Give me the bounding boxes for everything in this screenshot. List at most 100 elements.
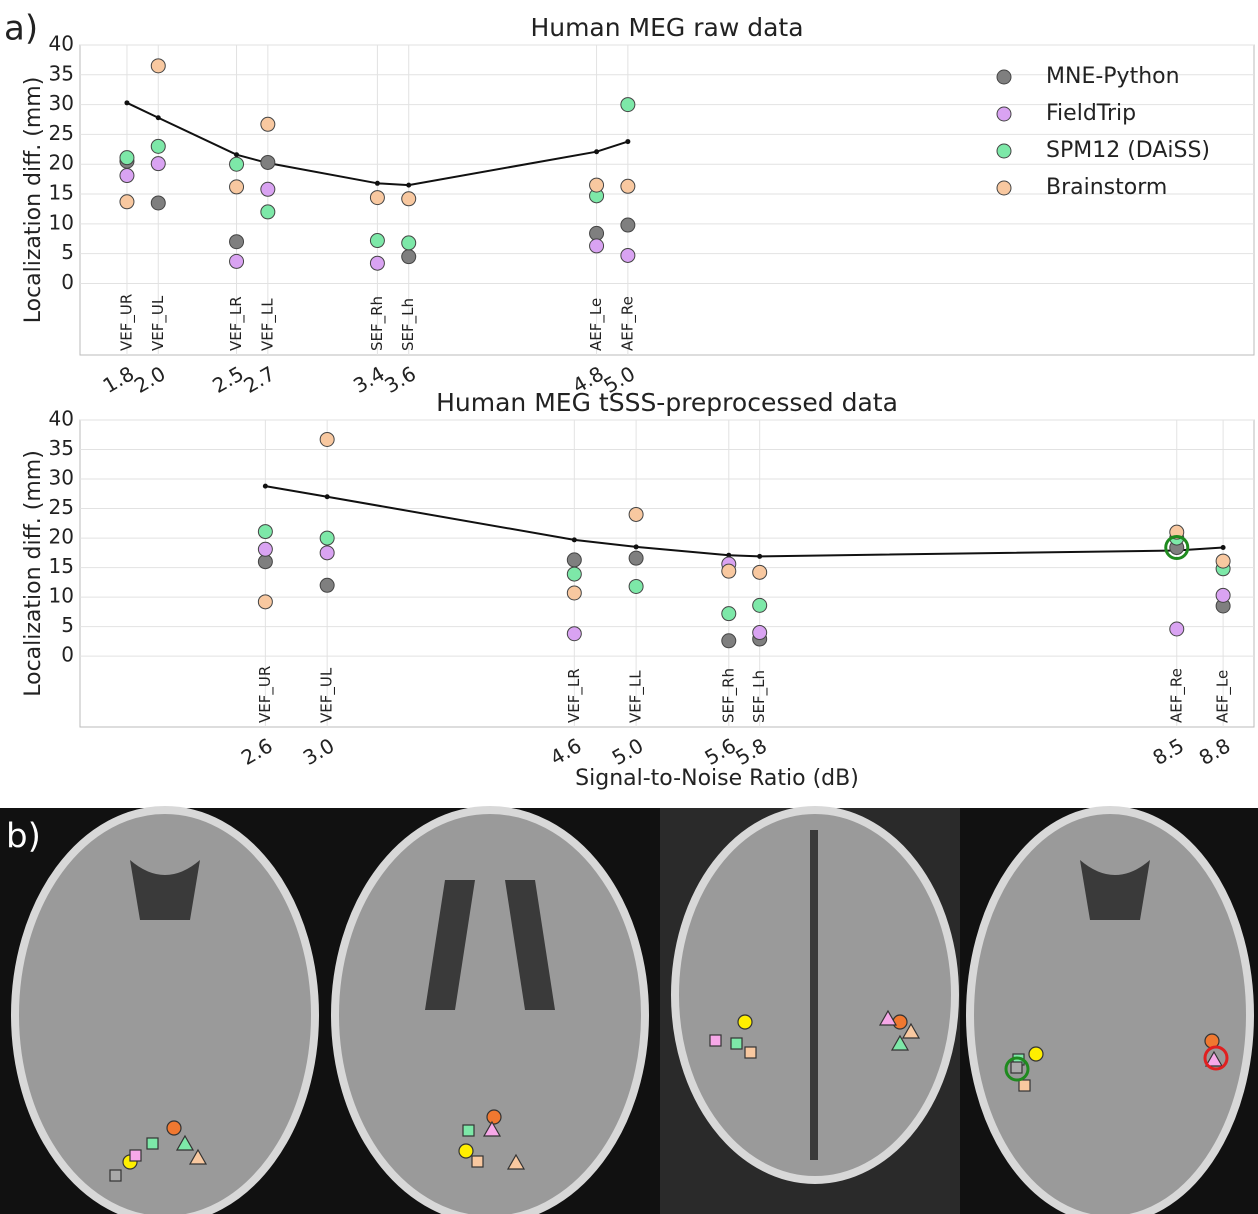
legend-label: MNE-Python [1046, 64, 1180, 89]
data-point [567, 586, 581, 600]
data-point [261, 117, 275, 131]
panel-label: a) [4, 9, 38, 49]
data-point [230, 254, 244, 268]
data-point [151, 59, 165, 73]
y-tick-label: 0 [61, 643, 74, 667]
data-point [402, 250, 416, 264]
plot-area [80, 45, 1254, 355]
trend-point [156, 115, 161, 120]
data-point [590, 239, 604, 253]
data-point [621, 98, 635, 112]
data-point [722, 564, 736, 578]
trend-point [263, 484, 268, 489]
data-point [120, 195, 134, 209]
trend-point [634, 544, 639, 549]
trend-point [625, 139, 630, 144]
data-point [370, 234, 384, 248]
data-point [320, 578, 334, 592]
data-point [230, 180, 244, 194]
point-label: VEF_UL [318, 667, 337, 723]
figure: a) [0, 0, 1258, 1214]
data-point [261, 155, 275, 169]
y-tick-label: 30 [49, 91, 74, 115]
data-point [1216, 588, 1230, 602]
data-point [370, 256, 384, 270]
data-point [261, 182, 275, 196]
data-point [629, 551, 643, 565]
y-tick-label: 5 [61, 613, 74, 637]
data-point [1170, 622, 1184, 636]
y-tick-label: 20 [49, 525, 74, 549]
legend-label: FieldTrip [1046, 101, 1136, 126]
data-point [120, 151, 134, 165]
y-tick-label: 5 [61, 240, 74, 264]
point-label: SEF_Rh [368, 296, 387, 351]
y-tick-label: 10 [49, 584, 74, 608]
y-tick-label: 30 [49, 466, 74, 490]
x-tick-label: 3.0 [299, 733, 339, 770]
x-tick-label: 2.0 [130, 361, 170, 398]
trend-line [265, 486, 1223, 556]
data-point [370, 191, 384, 205]
point-label: SEF_Lh [750, 670, 769, 723]
y-tick-label: 10 [49, 210, 74, 234]
y-tick-label: 20 [49, 151, 74, 175]
data-point [402, 236, 416, 250]
point-label: VEF_UL [149, 295, 168, 351]
data-point [151, 157, 165, 171]
data-point [320, 531, 334, 545]
x-tick-label: 2.7 [240, 361, 280, 398]
data-point [722, 634, 736, 648]
panel-label: b) [6, 817, 41, 857]
data-point [1216, 554, 1230, 568]
y-tick-label: 40 [49, 407, 74, 431]
x-tick-label: 3.6 [380, 361, 420, 398]
trend-point [572, 537, 577, 542]
legend-marker [997, 144, 1011, 158]
data-point [320, 546, 334, 560]
x-tick-label: 4.6 [546, 733, 586, 770]
point-label: VEF_LL [258, 298, 277, 351]
y-axis-label: Localization diff. (mm) [21, 450, 46, 697]
data-point [151, 139, 165, 153]
trend-point [594, 149, 599, 154]
y-tick-label: 40 [49, 32, 74, 56]
data-point [320, 432, 334, 446]
y-tick-label: 35 [49, 61, 74, 85]
y-axis-label: Localization diff. (mm) [21, 77, 46, 324]
data-point [753, 598, 767, 612]
point-label: VEF_UR [256, 666, 275, 723]
data-point [258, 595, 272, 609]
point-label: AEF_Le [1214, 670, 1233, 723]
data-point [258, 542, 272, 556]
data-point [402, 192, 416, 206]
legend-marker [997, 107, 1011, 121]
x-tick-label: 5.8 [731, 733, 771, 770]
data-point [567, 567, 581, 581]
x-tick-label: 5.0 [608, 733, 648, 770]
data-point [151, 196, 165, 210]
trend-point [325, 494, 330, 499]
data-point [629, 579, 643, 593]
trend-point [757, 554, 762, 559]
data-point [258, 525, 272, 539]
trend-point [124, 100, 129, 105]
data-point [621, 248, 635, 262]
point-label: AEF_Re [618, 296, 637, 351]
data-point [230, 235, 244, 249]
trend-point [234, 152, 239, 157]
x-tick-label: 8.5 [1148, 733, 1188, 770]
data-point [567, 627, 581, 641]
data-point [629, 507, 643, 521]
point-label: VEF_LL [627, 670, 646, 723]
y-tick-label: 15 [49, 554, 74, 578]
data-point [261, 205, 275, 219]
trend-point [1221, 545, 1226, 550]
point-label: SEF_Lh [399, 298, 418, 351]
point-label: VEF_LR [565, 668, 584, 723]
data-point [590, 178, 604, 192]
y-tick-label: 0 [61, 270, 74, 294]
data-point [230, 157, 244, 171]
